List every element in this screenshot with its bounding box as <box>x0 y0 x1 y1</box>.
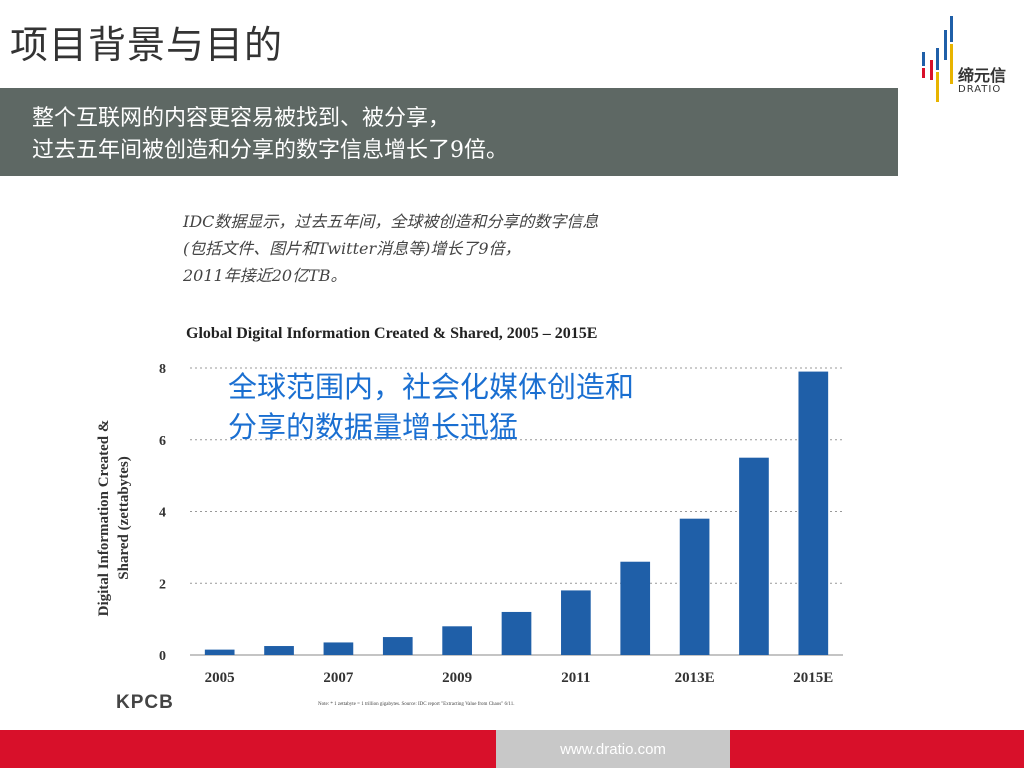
y-tick-label: 6 <box>159 434 166 449</box>
bar-2008 <box>382 637 413 655</box>
bar-2009 <box>442 626 472 655</box>
x-tick-label: 2011 <box>561 670 590 686</box>
bar-2012 <box>620 561 651 655</box>
callout-text: 全球范围内，社会化媒体创造和 分享的数据量增长迅猛 <box>228 367 634 447</box>
footer-bar: www.dratio.com <box>0 730 1024 768</box>
x-tick-label: 2007 <box>323 670 354 686</box>
x-tick-label: 2005 <box>205 670 235 686</box>
y-tick-label: 0 <box>159 649 166 664</box>
callout-line-2: 分享的数据量增长迅猛 <box>228 410 519 444</box>
footer-url[interactable]: www.dratio.com <box>560 741 666 758</box>
bar-chart: 0 2 4 6 8 2005 2007 2009 2011 2013E 2015E Digital I… <box>96 362 843 686</box>
bar-2007 <box>323 642 354 655</box>
bar-2010 <box>501 611 532 655</box>
logo-name-cn: 缔元信 <box>958 66 1007 85</box>
idc-line-3: 2011年接近20亿TB。 <box>183 266 347 285</box>
banner-line-1: 整个互联网的内容更容易被找到、被分享， <box>32 106 451 131</box>
slide-title: 项目背景与目的 <box>10 23 284 67</box>
y-tick-label: 4 <box>159 506 166 521</box>
logo-name-en: DRATIO <box>958 84 1002 95</box>
bar-2015e <box>798 371 829 655</box>
y-tick-label: 8 <box>159 362 166 377</box>
headline-banner: 整个互联网的内容更容易被找到、被分享， 过去五年间被创造和分享的数字信息增长了9… <box>0 88 898 176</box>
y-axis-label: Digital Information Created & Shared (zet… <box>96 420 132 617</box>
chart-title: Global Digital Information Created & Sha… <box>186 325 598 342</box>
x-tick-label: 2013E <box>675 670 715 686</box>
idc-line-2: (包括文件、图片和Twitter消息等)增长了9倍， <box>183 239 521 258</box>
x-tick-label: 2015E <box>793 670 833 686</box>
source-note: Note: * 1 zettabyte = 1 trillion gigabyt… <box>318 702 515 707</box>
bar-2005 <box>204 649 235 655</box>
idc-description: IDC数据显示，过去五年间，全球被创造和分享的数字信息 (包括文件、图片和Twi… <box>183 208 803 289</box>
x-tick-label: 2009 <box>442 670 472 686</box>
footer-url-box: www.dratio.com <box>496 730 730 768</box>
bar-2014 <box>739 457 769 655</box>
company-logo: 缔元信 DRATIO <box>918 12 1018 112</box>
callout-line-1: 全球范围内，社会化媒体创造和 <box>228 370 635 404</box>
bar-2013e <box>679 518 710 655</box>
y-axis-label-line-2: Shared (zettabytes) <box>116 456 132 579</box>
banner-line-2: 过去五年间被创造和分享的数字信息增长了9倍。 <box>32 138 508 163</box>
kpcb-logo: KPCB <box>116 692 174 713</box>
y-tick-label: 2 <box>159 577 166 592</box>
bar-2006 <box>264 646 294 655</box>
y-axis-label-line-1: Digital Information Created & <box>96 420 112 617</box>
idc-line-1: IDC数据显示，过去五年间，全球被创造和分享的数字信息 <box>183 212 599 231</box>
logo-bars-icon <box>922 16 953 102</box>
bar-2011 <box>561 590 591 655</box>
